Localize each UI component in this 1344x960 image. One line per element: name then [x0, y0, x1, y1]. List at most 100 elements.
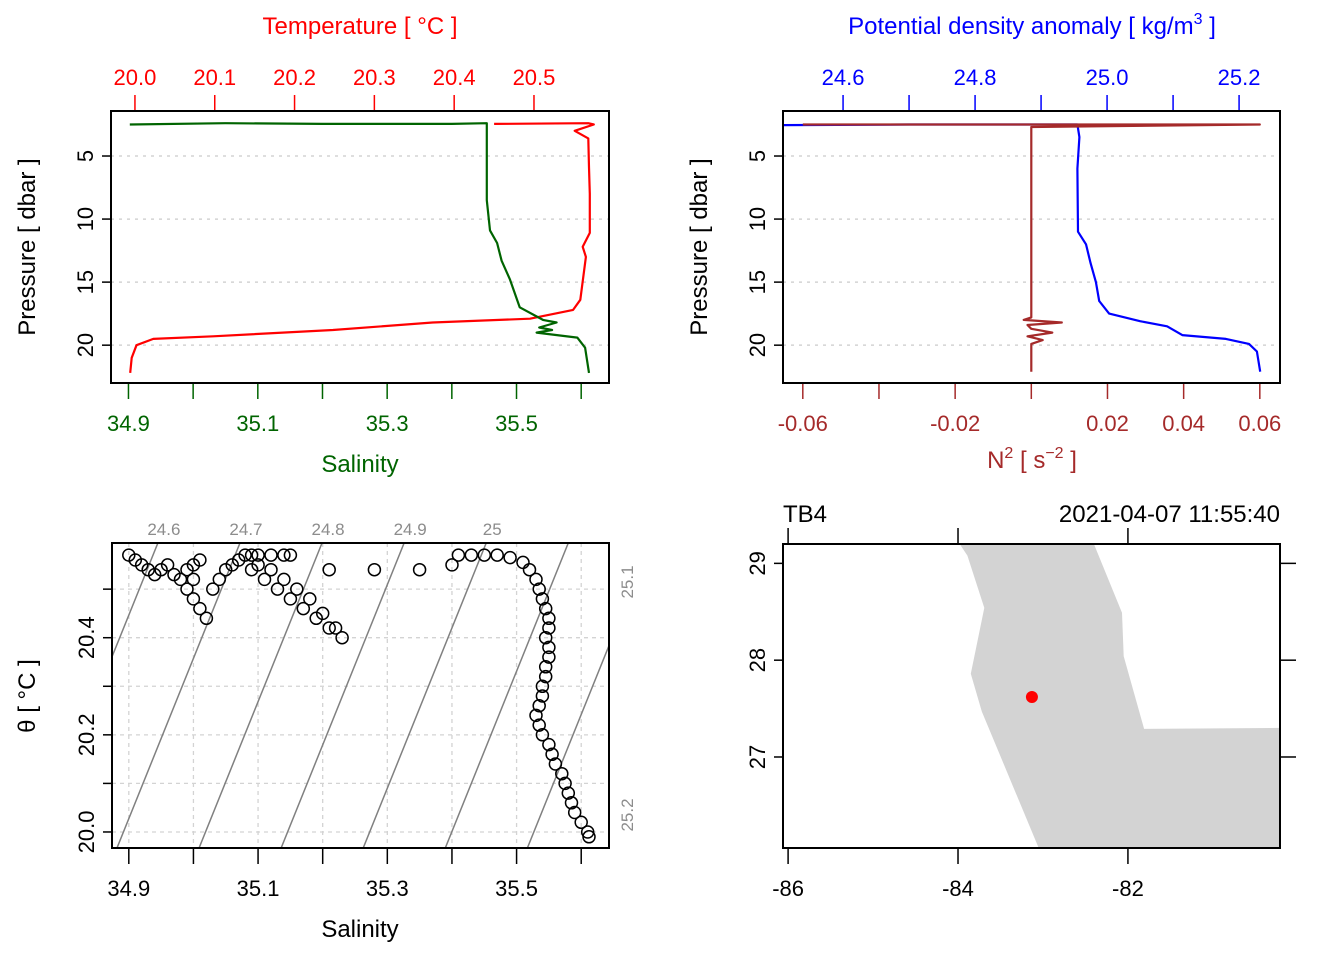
data-point: [367, 562, 382, 577]
data-point: [490, 548, 504, 562]
data-point: [535, 679, 550, 694]
bottom-axis-tick-label: 0.02: [1086, 411, 1129, 436]
land-polygon: [959, 544, 1280, 848]
bottom-axis-tick-label: 34.9: [107, 411, 150, 436]
data-point: [328, 621, 343, 635]
data-point: [542, 737, 556, 752]
isopycnal-line: [362, 543, 487, 848]
top-axis-tick-label: 20.2: [273, 65, 316, 90]
data-point: [412, 562, 427, 577]
data-point: [538, 669, 553, 684]
ts-diagram-panel: Salinity θ [ °C ] 34.9 35.1 35.3 35.5 20.0 20…: [14, 520, 637, 943]
salinity-axis-title: Salinity: [321, 451, 398, 478]
data-point: [522, 562, 537, 577]
station-name: TB4: [783, 501, 827, 528]
y-tick-label: 5: [73, 150, 98, 162]
plot-frame: [110, 110, 610, 384]
data-point: [193, 553, 207, 567]
data-point: [264, 548, 278, 562]
data-point: [186, 572, 201, 587]
data-point: [296, 601, 311, 616]
data-point: [322, 621, 336, 635]
data-point: [277, 548, 291, 562]
station-marker: [1025, 690, 1038, 703]
data-point: [532, 718, 546, 732]
series-line-potential-density-anomaly: [782, 123, 1262, 372]
data-point: [538, 660, 553, 674]
top-axis-tick-label: 20.1: [193, 65, 236, 90]
isopycnal-line: [198, 543, 323, 848]
salinity-axis-title: Salinity: [321, 916, 398, 943]
isopycnal-label: 25: [483, 520, 502, 539]
data-point: [542, 650, 556, 664]
x-tick-label: 35.1: [237, 876, 280, 901]
data-point: [315, 606, 330, 621]
x-tick-label: -86: [772, 876, 804, 901]
x-tick-label: 35.5: [495, 876, 538, 901]
data-point: [535, 728, 550, 742]
data-point: [193, 601, 207, 616]
bottom-axis-tick-label: 0.06: [1238, 411, 1281, 436]
x-tick-label: 34.9: [107, 876, 150, 901]
data-point: [477, 548, 492, 562]
top-axis-tick-label: 25.0: [1086, 65, 1129, 90]
isopycnal-line: [526, 643, 609, 848]
data-point: [532, 582, 546, 596]
data-point: [538, 630, 553, 645]
data-point: [564, 796, 579, 810]
station-datetime: 2021-04-07 11:55:40: [1059, 501, 1280, 528]
data-point: [574, 815, 588, 830]
y-tick-label: 20.4: [74, 616, 99, 659]
top-axis-tick-label: 20.5: [513, 65, 556, 90]
y-tick-label: 29: [745, 551, 770, 575]
data-point: [561, 786, 576, 800]
pressure-axis-title: Pressure [ dbar ]: [686, 158, 713, 335]
data-point: [548, 757, 563, 771]
x-tick-label: 35.3: [366, 876, 409, 901]
data-point: [199, 611, 214, 626]
data-point: [322, 562, 336, 577]
data-point: [555, 766, 569, 781]
y-tick-label: 20.2: [74, 713, 99, 756]
data-point: [212, 572, 227, 587]
n2-axis-title: N2 [ s−2 ]: [987, 445, 1077, 474]
top-axis-tick-label: 24.6: [822, 65, 865, 90]
isopycnal-line: [444, 543, 569, 848]
data-point: [257, 572, 272, 587]
data-point: [160, 558, 175, 572]
bottom-axis-tick-label: 35.5: [495, 411, 538, 436]
y-tick-label: 5: [745, 150, 770, 162]
top-axis-tick-label: 20.3: [353, 65, 396, 90]
pressure-axis-title: Pressure [ dbar ]: [14, 158, 41, 335]
data-point: [535, 592, 550, 606]
data-point: [244, 548, 259, 562]
data-point: [538, 601, 553, 616]
data-point: [582, 830, 596, 844]
bottom-axis-tick-label: -0.06: [778, 411, 828, 436]
isopycnal-label: 24.8: [311, 520, 344, 539]
data-point: [464, 548, 479, 562]
data-point: [270, 582, 285, 596]
data-point: [180, 582, 194, 596]
points-group: [122, 548, 596, 844]
data-point: [206, 582, 220, 596]
top-axis-tick-label: 25.2: [1218, 65, 1261, 90]
y-tick-label: 28: [745, 648, 770, 672]
bottom-axis-tick-label: 35.3: [366, 411, 409, 436]
isopycnal-line: [280, 543, 405, 848]
top-axis-tick-label: 24.8: [954, 65, 997, 90]
y-tick-label: 10: [73, 207, 98, 231]
y-tick-label: 15: [73, 270, 98, 294]
data-point: [567, 805, 582, 820]
isopycnal-line: [112, 543, 159, 659]
y-tick-label: 10: [745, 207, 770, 231]
bottom-axis-tick-label: -0.02: [930, 411, 980, 436]
bottom-axis-tick-label: 0.04: [1162, 411, 1205, 436]
data-point: [503, 550, 517, 565]
y-tick-label: 20.0: [74, 811, 99, 854]
data-point: [238, 548, 252, 562]
data-point: [264, 562, 278, 577]
data-point: [290, 582, 304, 596]
data-point: [529, 572, 543, 587]
